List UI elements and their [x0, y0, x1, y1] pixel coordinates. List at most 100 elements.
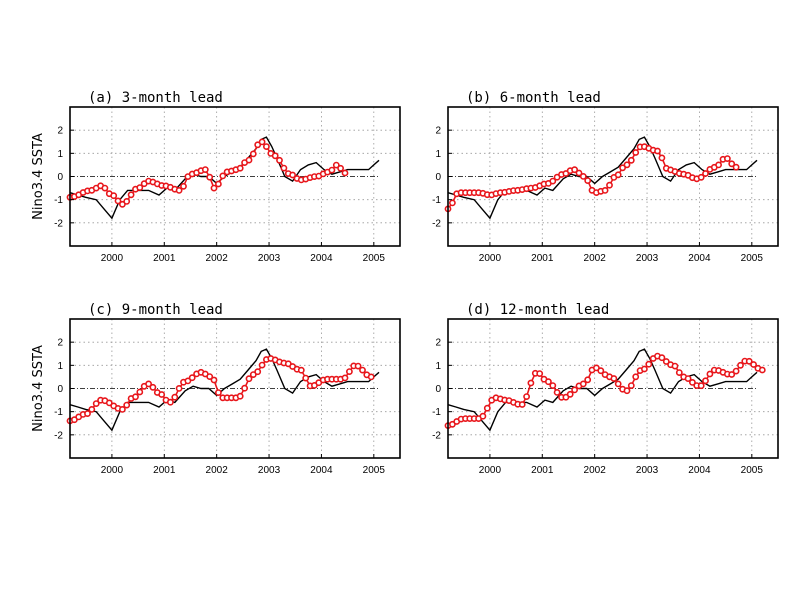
forecast-point [249, 371, 257, 378]
forecast-point [571, 166, 578, 174]
forecast-point [297, 366, 305, 374]
y-tick-label: 0 [435, 172, 441, 183]
y-tick-label: -1 [54, 195, 63, 206]
panel-1: 2000 2001 2002 2003 2004 2005 -2 -1 0 1 2 (a) 3-mon… [31, 90, 401, 264]
y-tick-label: -2 [432, 430, 441, 441]
forecast-point [214, 180, 222, 188]
forecast-point [745, 357, 753, 365]
forecast-point [254, 368, 262, 376]
x-tick-label: 2001 [153, 465, 176, 476]
forecast-point [214, 389, 222, 396]
x-tick-label: 2004 [688, 253, 711, 264]
forecast-point [566, 390, 574, 398]
y-tick-label: -1 [54, 407, 63, 418]
forecast-point [575, 169, 583, 177]
forecast-point [101, 184, 109, 192]
forecast-point [328, 166, 336, 174]
forecast-point [724, 155, 731, 162]
x-tick-label: 2002 [206, 465, 229, 476]
x-tick-label: 2005 [741, 465, 764, 476]
forecast-point [758, 366, 766, 374]
forecast-point [337, 164, 344, 172]
forecast-point [206, 173, 214, 181]
forecast-point [527, 379, 535, 387]
forecast-point [345, 368, 353, 375]
y-tick-label: 0 [57, 172, 63, 183]
forecast-point [654, 147, 661, 155]
x-tick-label: 2005 [363, 253, 386, 264]
y-tick-label: 2 [57, 126, 63, 137]
x-tick-label: 2001 [531, 465, 554, 476]
panel-4: 2000 2001 2002 2003 2004 2005 -2 -1 0 1 2 (d) 12-mo… [432, 302, 779, 476]
x-tick-label: 2003 [636, 253, 659, 264]
forecast-point [123, 401, 131, 409]
panel-title: (c) 9-month lead [88, 302, 223, 318]
forecast-point [236, 392, 244, 400]
forecast-point [210, 376, 218, 384]
forecast-point [584, 177, 592, 184]
series-observed-line [447, 136, 758, 220]
x-tick-label: 2002 [206, 253, 229, 264]
forecast-point [114, 197, 122, 205]
forecast-point [448, 199, 456, 207]
forecast-point [359, 366, 366, 374]
y-tick-label: 2 [435, 126, 441, 137]
forecast-point [606, 181, 613, 189]
forecast-point [732, 367, 740, 375]
forecast-point [632, 149, 640, 156]
forecast-point [601, 186, 609, 194]
x-tick-label: 2005 [741, 253, 764, 264]
x-tick-label: 2000 [479, 465, 502, 476]
forecast-point [732, 163, 740, 171]
forecast-point [623, 387, 631, 395]
x-tick-label: 2004 [688, 465, 711, 476]
forecast-point [619, 164, 626, 172]
forecast-point [549, 382, 557, 389]
forecast-point [276, 156, 283, 164]
forecast-point [684, 375, 692, 382]
forecast-point [332, 161, 340, 169]
forecast-point [145, 380, 152, 388]
forecast-point [671, 362, 679, 370]
forecast-point [354, 362, 362, 370]
y-tick-label: 0 [57, 384, 63, 395]
panel-2: 2000 2001 2002 2003 2004 2005 -2 -1 0 1 2 (b) 6-mon… [432, 90, 779, 264]
forecast-point [623, 161, 631, 169]
forecast-point [341, 374, 349, 382]
y-tick-label: 2 [435, 338, 441, 349]
forecast-point [584, 376, 592, 384]
forecast-point [579, 172, 587, 180]
forecast-point [88, 405, 96, 413]
y-tick-label: 1 [57, 149, 63, 160]
y-tick-label: -1 [432, 195, 441, 206]
forecast-point [675, 369, 683, 376]
forecast-point [627, 156, 635, 164]
x-tick-label: 2004 [310, 465, 333, 476]
forecast-point [518, 401, 526, 408]
forecast-point [483, 404, 491, 412]
forecast-point [614, 171, 622, 179]
y-tick-label: 1 [435, 149, 441, 160]
forecast-point [289, 171, 296, 179]
forecast-point [175, 384, 183, 392]
forecast-point [614, 380, 622, 388]
forecast-point [219, 172, 227, 180]
forecast-point [180, 182, 187, 190]
forecast-point [367, 373, 375, 381]
forecast-point [149, 383, 157, 391]
x-tick-label: 2000 [101, 465, 124, 476]
forecast-point [706, 370, 714, 378]
forecast-point [702, 377, 709, 385]
forecast-point [119, 405, 126, 413]
forecast-point [166, 398, 174, 406]
forecast-point [728, 160, 736, 168]
forecast-point [750, 361, 757, 368]
forecast-point [188, 374, 196, 382]
x-tick-label: 2001 [153, 253, 176, 264]
forecast-point [245, 156, 253, 164]
forecast-point [136, 388, 144, 396]
forecast-point [241, 384, 248, 392]
series-forecast-line [447, 355, 763, 427]
forecast-point [479, 412, 487, 420]
